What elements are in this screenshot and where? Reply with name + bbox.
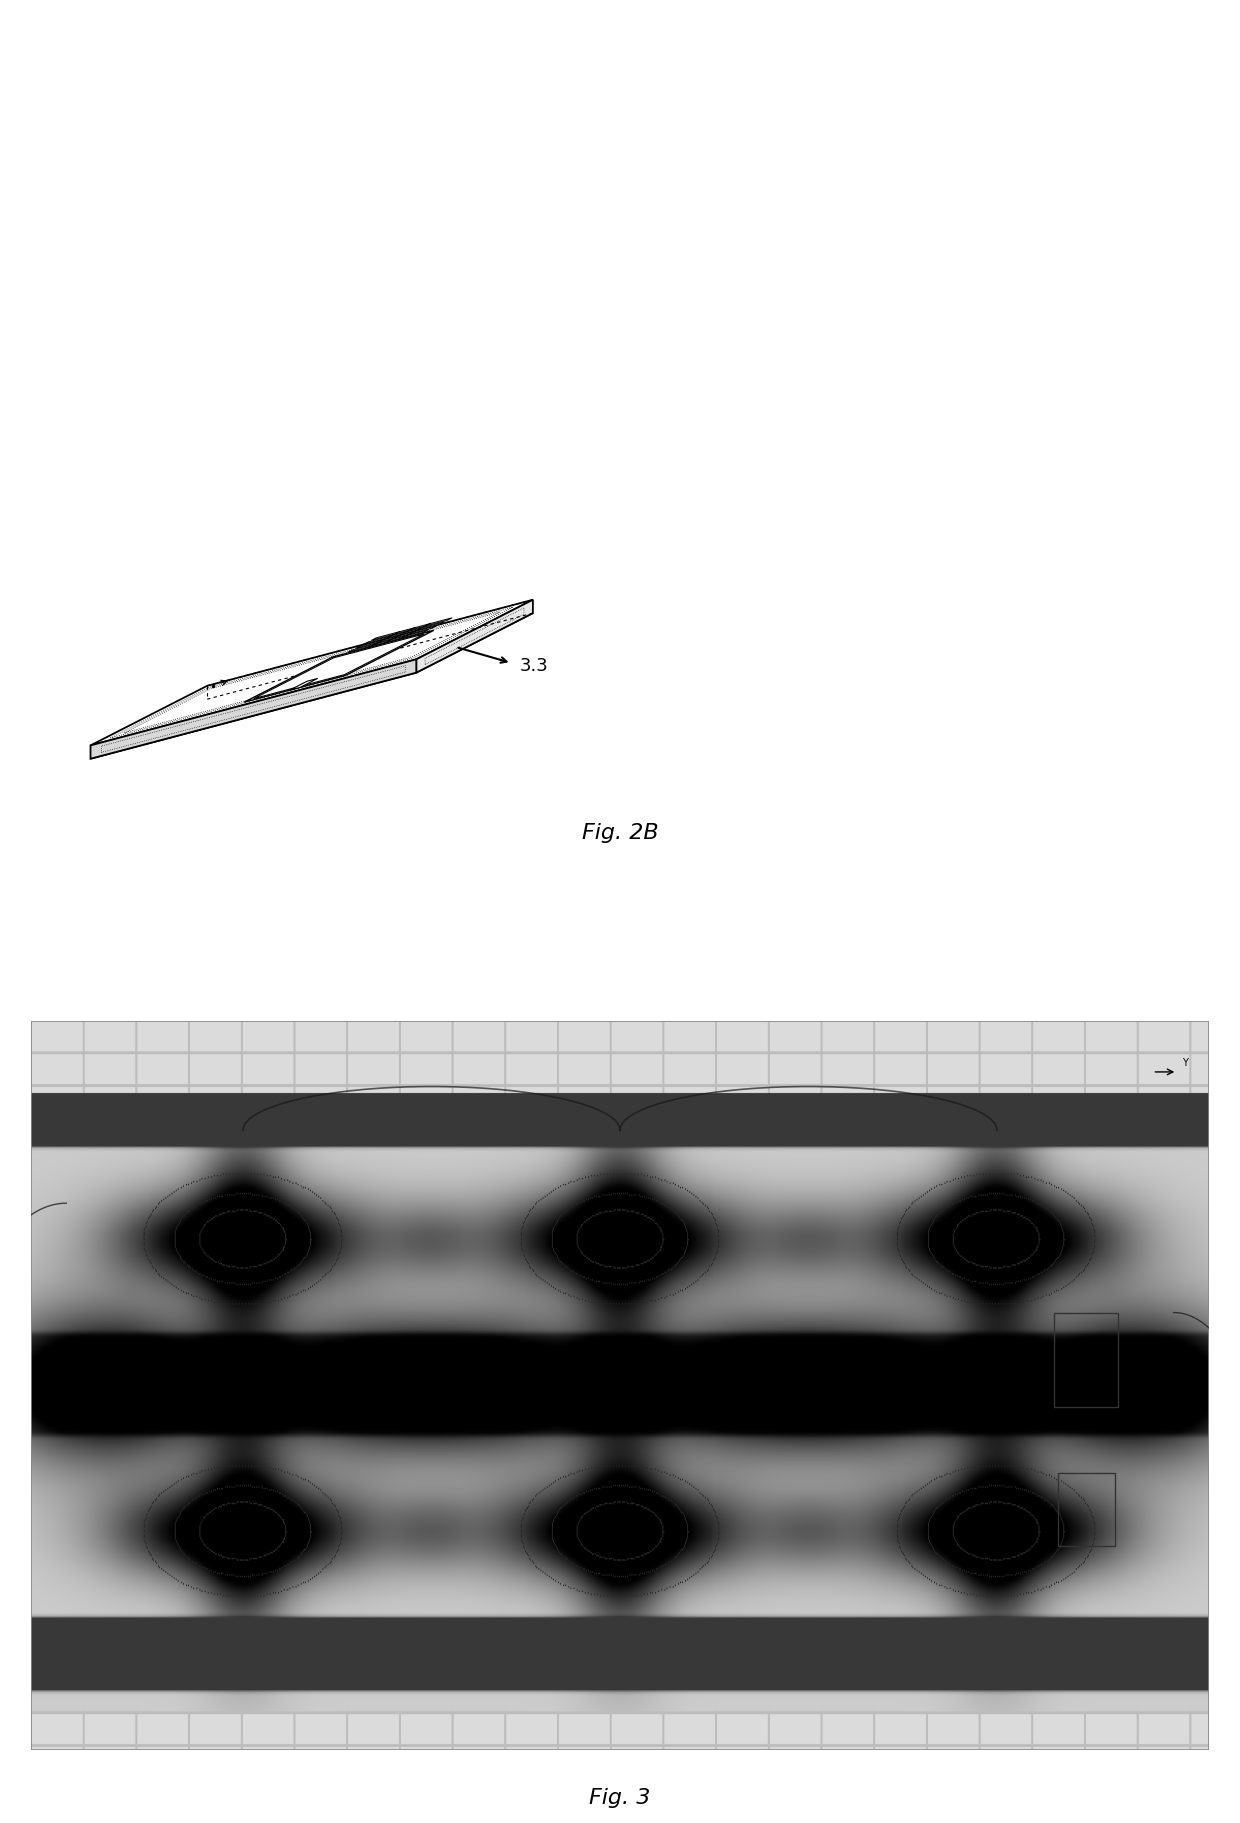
Polygon shape bbox=[254, 634, 424, 698]
Polygon shape bbox=[371, 618, 453, 640]
Polygon shape bbox=[356, 625, 436, 649]
Polygon shape bbox=[289, 678, 317, 691]
Text: Fig. 3: Fig. 3 bbox=[589, 1788, 651, 1808]
Polygon shape bbox=[91, 613, 533, 758]
Text: Fig. 2B: Fig. 2B bbox=[582, 822, 658, 842]
Polygon shape bbox=[363, 622, 444, 644]
Polygon shape bbox=[91, 600, 533, 746]
Polygon shape bbox=[417, 600, 533, 673]
Polygon shape bbox=[348, 629, 429, 653]
Polygon shape bbox=[91, 660, 417, 758]
Bar bbox=[1054, 1313, 1118, 1407]
Polygon shape bbox=[244, 631, 434, 702]
Text: Y: Y bbox=[1182, 1059, 1188, 1068]
Text: 3.3: 3.3 bbox=[520, 658, 549, 675]
Bar bbox=[1058, 1473, 1115, 1546]
